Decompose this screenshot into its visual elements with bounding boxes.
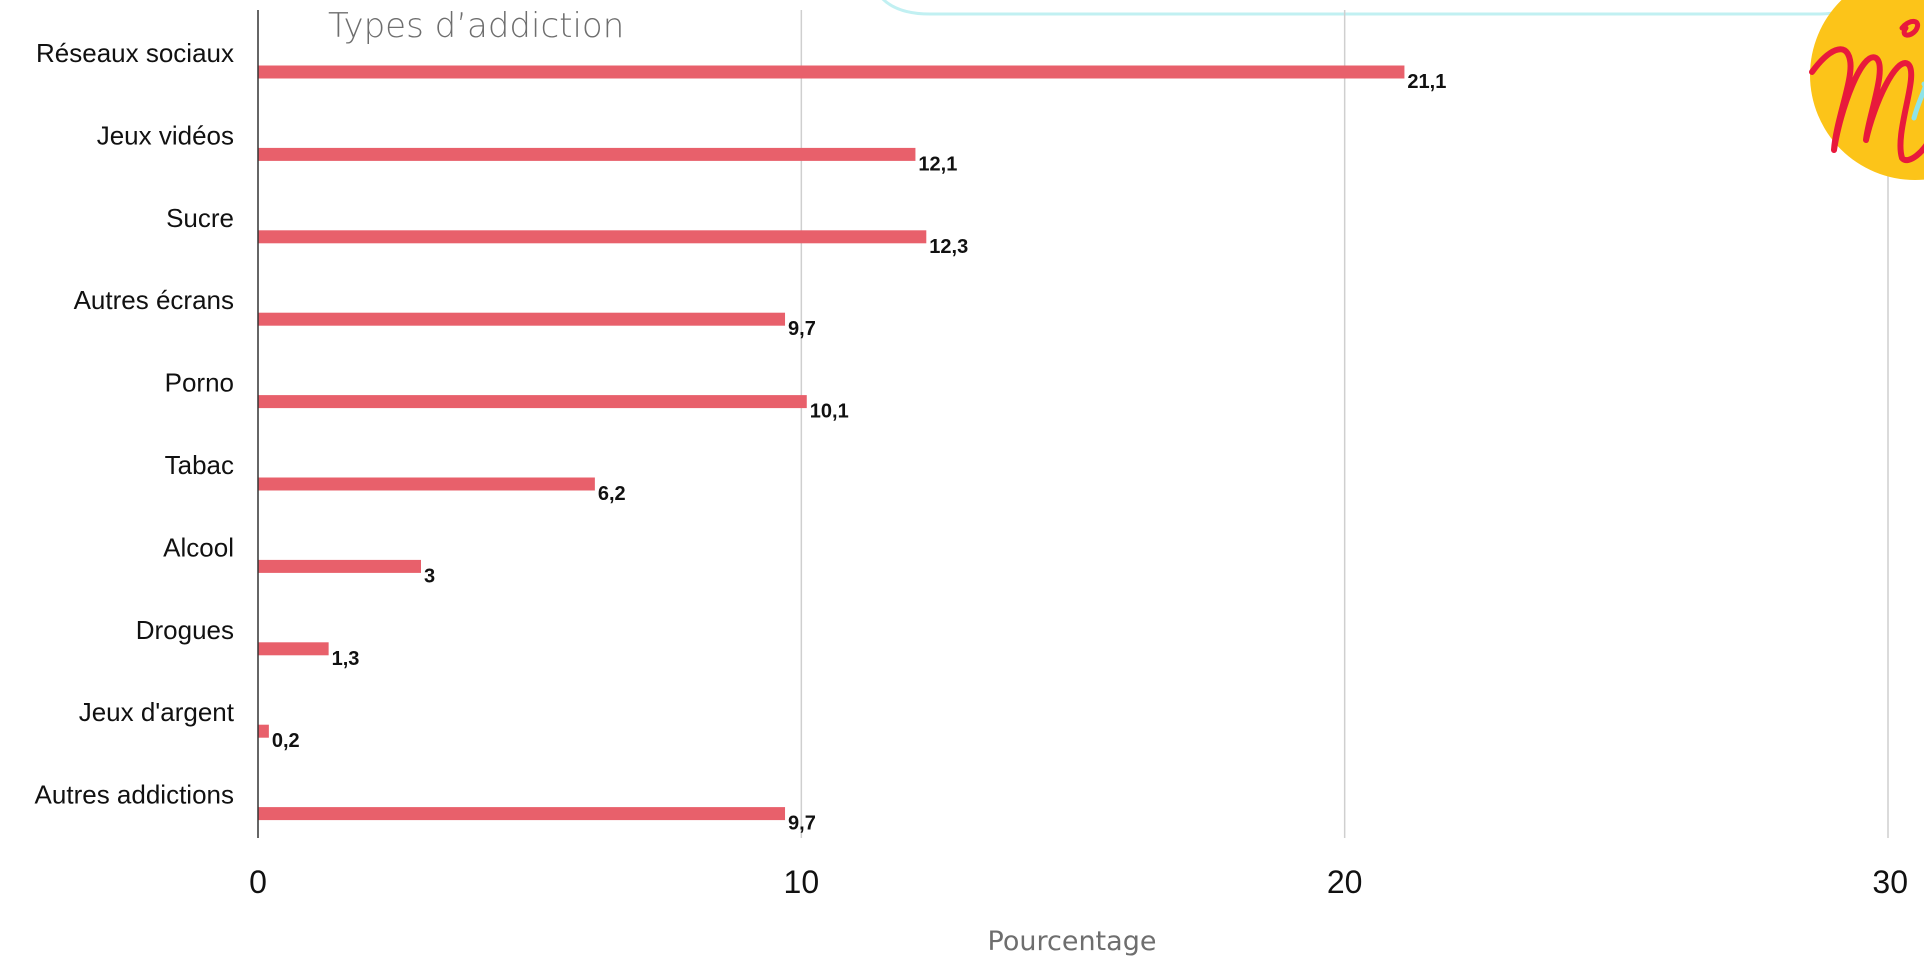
category-label: Autres addictions: [35, 780, 234, 810]
labels: 0 10 20 30 21,1 Réseaux sociaux 12,1 Jeux vidéo…: [35, 38, 1908, 900]
data-label: 9,7: [788, 813, 816, 835]
data-label: 10,1: [810, 401, 849, 423]
bar: [258, 312, 786, 326]
data-label: 21,1: [1407, 71, 1446, 93]
category-label: Alcool: [163, 532, 234, 562]
data-label: 12,3: [929, 236, 968, 258]
bar: [258, 807, 786, 821]
bar: [258, 642, 329, 656]
x-tick-label: 10: [784, 864, 820, 900]
category-label: Porno: [165, 368, 234, 398]
bars: [258, 65, 1405, 821]
x-tick-label: 0: [249, 864, 267, 900]
bar: [258, 477, 595, 491]
data-label: 0,2: [272, 730, 300, 752]
x-tick-label: 20: [1327, 864, 1363, 900]
decorative-top-bar: [881, 0, 1860, 16]
data-label: 3: [424, 565, 435, 587]
data-label: 1,3: [332, 648, 360, 670]
grid: [800, 10, 1889, 838]
bar: [258, 559, 421, 573]
category-label: Réseaux sociaux: [36, 38, 234, 68]
x-tick-label: 30: [1872, 864, 1908, 900]
bar: [258, 724, 269, 738]
category-label: Autres écrans: [74, 285, 234, 315]
data-label: 12,1: [918, 153, 957, 175]
bar: [258, 395, 807, 409]
category-label: Tabac: [165, 450, 234, 480]
bar: [258, 230, 927, 244]
data-label: 9,7: [788, 318, 816, 340]
brand-logo: [1809, 0, 1924, 180]
bar: [258, 65, 1405, 79]
bar: [258, 147, 916, 161]
category-label: Sucre: [166, 203, 234, 233]
data-label: 6,2: [598, 483, 626, 505]
chart-title: Types d’addiction: [328, 6, 624, 46]
category-label: Jeux vidéos: [97, 120, 234, 150]
x-axis-title: Pourcentage: [988, 926, 1157, 957]
category-label: Jeux d'argent: [79, 697, 235, 727]
category-label: Drogues: [136, 615, 234, 645]
